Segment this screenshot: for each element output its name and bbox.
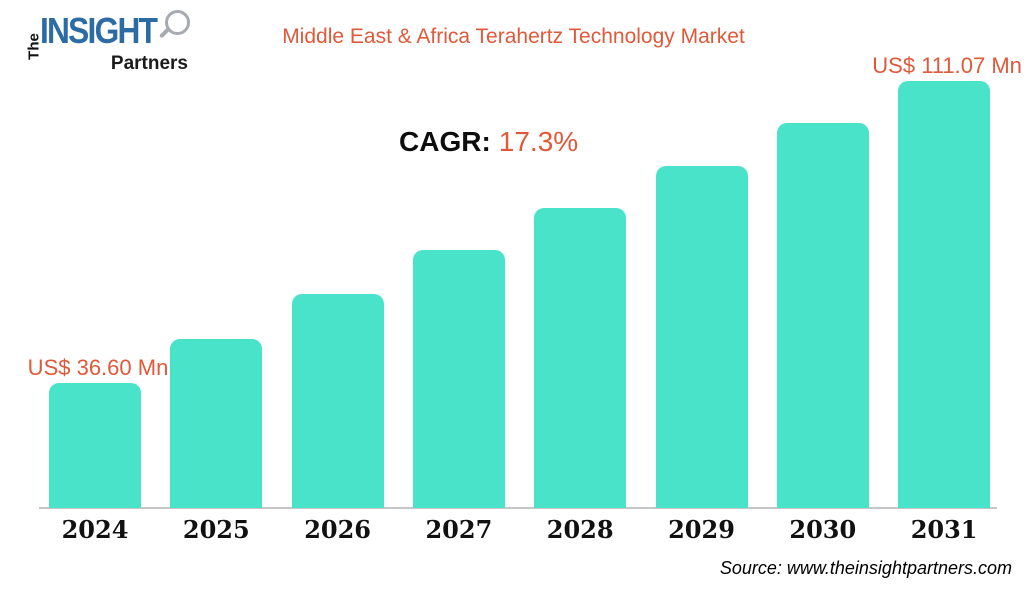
cagr-value: 17.3% (498, 126, 579, 157)
x-axis-label-2025: 2025 (182, 515, 250, 544)
bar-2027 (412, 250, 505, 508)
cagr-label: CAGR: (399, 126, 491, 157)
x-axis-label-2027: 2027 (425, 515, 493, 544)
bar-2028 (534, 208, 627, 508)
x-axis-label-2030: 2030 (789, 515, 857, 544)
bar-2024 (49, 383, 141, 508)
logo-insight-text: INSIGHT (40, 10, 158, 51)
source-text: Source: www.theinsightpartners.com (719, 558, 1012, 578)
magnifier-icon (165, 10, 190, 35)
first-bar-value-label: US$ 36.60 Mn (27, 355, 169, 380)
x-axis-label-2028: 2028 (546, 515, 614, 544)
logo-partners-text: Partners (110, 53, 188, 74)
bar-2030 (776, 123, 869, 508)
x-axis-label-2024: 2024 (61, 515, 129, 544)
bar-2026 (291, 294, 384, 508)
x-axis-label-2029: 2029 (668, 515, 735, 544)
bar-2031 (898, 81, 991, 508)
bar-2025 (170, 339, 263, 508)
bar-2029 (655, 166, 748, 508)
x-axis-label-2031: 2031 (910, 515, 978, 544)
company-logo: The INSIGHT Partners (14, 8, 192, 78)
last-bar-value-label: US$ 111.07 Mn (872, 53, 1022, 78)
x-axis-label-2026: 2026 (304, 515, 371, 544)
cagr-annotation: CAGR: 17.3% (399, 126, 578, 158)
chart-title: Middle East & Africa Terahertz Technolog… (282, 25, 745, 48)
x-axis-line (39, 507, 997, 509)
